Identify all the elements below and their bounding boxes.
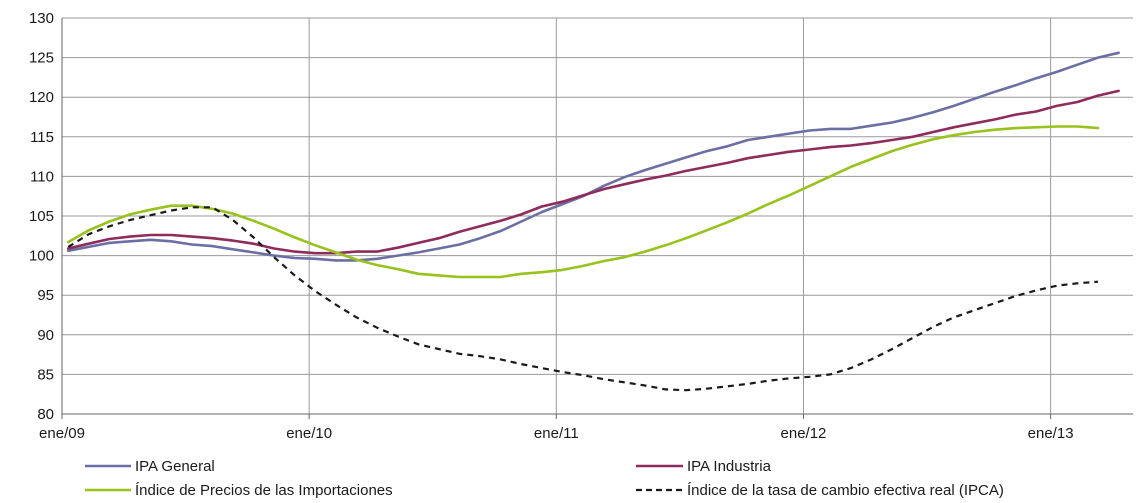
series-line-1 (66, 89, 1120, 255)
y-tick-label: 125 (29, 50, 54, 67)
x-tick-label: ene/13 (1028, 425, 1074, 442)
x-tick-label: ene/12 (781, 425, 827, 442)
y-tick-label: 110 (30, 168, 54, 185)
legend-label-0: IPA General (135, 458, 215, 475)
series-line-3 (67, 206, 1099, 392)
series-lines (66, 51, 1120, 392)
x-tick-label: ene/11 (534, 425, 579, 442)
x-tick-label: ene/10 (286, 425, 332, 442)
y-tick-label: 85 (37, 366, 54, 383)
y-tick-label: 90 (37, 327, 54, 344)
y-tick-label: 100 (29, 248, 54, 265)
y-tick-label: 130 (29, 10, 54, 27)
series-line-2 (66, 125, 1100, 279)
legend-label-3: Índice de la tasa de cambio efectiva rea… (687, 482, 1004, 499)
y-tick-label: 120 (29, 89, 54, 106)
legend-label-1: IPA Industria (687, 458, 772, 475)
y-tick-label: 95 (37, 287, 54, 304)
y-tick-label: 80 (37, 406, 54, 423)
grid (61, 17, 1133, 415)
legend-label-2: Índice de Precios de las Importaciones (135, 482, 393, 499)
series-line-0 (66, 51, 1120, 262)
legend: IPA General IPA Industria Índice de Precio… (85, 458, 1004, 499)
x-tick-label: ene/09 (39, 425, 85, 442)
y-tick-label: 105 (29, 208, 54, 225)
axes: 80 85 90 95 100 105 110 115 120 125 130 ene/09 ene/1… (29, 10, 1133, 442)
y-tick-label: 115 (30, 129, 54, 146)
